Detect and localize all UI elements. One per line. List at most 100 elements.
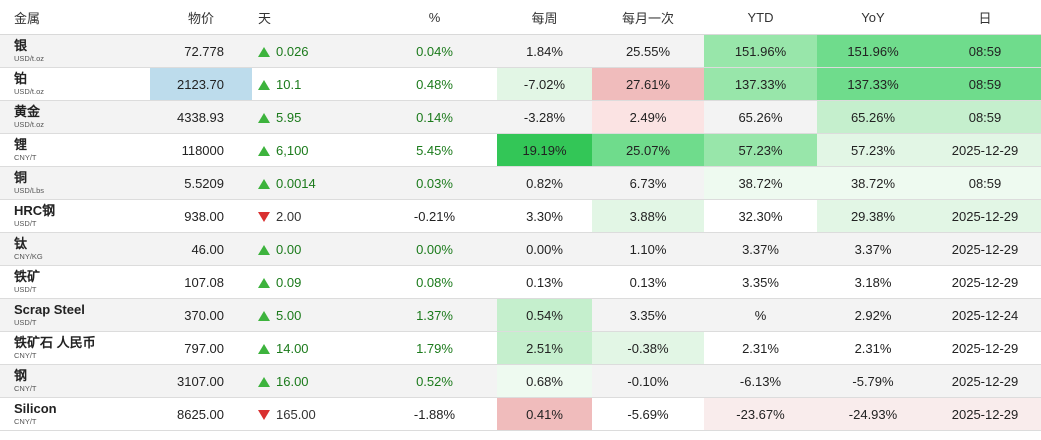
pct-cell: 0.14% xyxy=(372,100,497,134)
metal-name[interactable]: HRC钢 xyxy=(14,203,56,219)
day-change-value: 16.00 xyxy=(276,373,309,389)
weekly-cell: 19.19% xyxy=(497,133,592,167)
day-change-value: 0.09 xyxy=(276,274,302,290)
metal-cell: Silicon CNY/T xyxy=(0,397,150,431)
monthly-cell: -5.69% xyxy=(592,397,704,431)
price-cell: 3107.00 xyxy=(150,364,252,398)
ytd-cell: 38.72% xyxy=(704,166,817,200)
metal-name[interactable]: 铂 xyxy=(14,71,28,87)
header-weekly[interactable]: 每周 xyxy=(497,0,592,35)
day-change-cell: 5.95 xyxy=(252,100,372,134)
metal-cell: 钢 CNY/T xyxy=(0,364,150,398)
yoy-cell: 3.18% xyxy=(817,265,929,299)
arrow-down-icon xyxy=(258,211,270,222)
metal-unit: USD/Lbs xyxy=(14,186,45,196)
yoy-cell: -5.79% xyxy=(817,364,929,398)
arrow-up-icon xyxy=(258,112,270,123)
yoy-cell: 38.72% xyxy=(817,166,929,200)
table-row[interactable]: 钢 CNY/T 3107.00 16.00 0.52% 0.68% -0.10% -6.13%… xyxy=(0,364,1041,398)
pct-cell: 0.04% xyxy=(372,34,497,68)
arrow-up-icon xyxy=(258,79,270,90)
header-metal[interactable]: 金属 xyxy=(0,0,150,35)
pct-cell: -1.88% xyxy=(372,397,497,431)
pct-cell: -0.21% xyxy=(372,199,497,233)
arrow-up-icon xyxy=(258,46,270,57)
metal-cell: 铜 USD/Lbs xyxy=(0,166,150,200)
day-change-cell: 0.00 xyxy=(252,232,372,266)
pct-cell: 0.48% xyxy=(372,67,497,101)
day-change-value: 0.026 xyxy=(276,43,309,59)
monthly-cell: 3.88% xyxy=(592,199,704,233)
weekly-cell: 0.00% xyxy=(497,232,592,266)
date-cell: 08:59 xyxy=(929,100,1041,134)
metal-name[interactable]: 钢 xyxy=(14,368,28,384)
header-price[interactable]: 物价 xyxy=(150,0,252,35)
metal-name[interactable]: 银 xyxy=(14,38,28,54)
table-row[interactable]: 铜 USD/Lbs 5.5209 0.0014 0.03% 0.82% 6.73% 38.72… xyxy=(0,166,1041,200)
price-cell: 118000 xyxy=(150,133,252,167)
header-ytd[interactable]: YTD xyxy=(704,0,817,35)
price-cell: 46.00 xyxy=(150,232,252,266)
price-cell: 72.778 xyxy=(150,34,252,68)
header-day[interactable]: 天 xyxy=(252,0,372,35)
metal-name[interactable]: Silicon xyxy=(14,401,57,417)
metal-name[interactable]: 铜 xyxy=(14,170,28,186)
metal-name[interactable]: 黄金 xyxy=(14,104,41,120)
table-row[interactable]: 锂 CNY/T 118000 6,100 5.45% 19.19% 25.07% 57.23%… xyxy=(0,133,1041,167)
ytd-cell: 3.35% xyxy=(704,265,817,299)
yoy-cell: -24.93% xyxy=(817,397,929,431)
table-row[interactable]: Scrap Steel USD/T 370.00 5.00 1.37% 0.54% 3.35… xyxy=(0,298,1041,332)
metal-cell: 锂 CNY/T xyxy=(0,133,150,167)
weekly-cell: 0.13% xyxy=(497,265,592,299)
commodities-table: 金属 物价 天 % 每周 每月一次 YTD YoY 日 银 USD/t.oz 72.… xyxy=(0,0,1041,431)
metal-cell: Scrap Steel USD/T xyxy=(0,298,150,332)
arrow-up-icon xyxy=(258,244,270,255)
day-change-value: 0.00 xyxy=(276,241,302,257)
table-row[interactable]: 黄金 USD/t.oz 4338.93 5.95 0.14% -3.28% 2.49% 65.… xyxy=(0,100,1041,134)
table-row[interactable]: 铂 USD/t.oz 2123.70 10.1 0.48% -7.02% 27.61% 137… xyxy=(0,67,1041,101)
monthly-cell: 25.07% xyxy=(592,133,704,167)
metal-cell: 铁矿 USD/T xyxy=(0,265,150,299)
table-row[interactable]: Silicon CNY/T 8625.00 165.00 -1.88% 0.41% -5.6… xyxy=(0,397,1041,431)
metal-cell: 铁矿石 人民币 CNY/T xyxy=(0,331,150,365)
metal-unit: USD/t.oz xyxy=(14,120,45,130)
date-cell: 2025-12-29 xyxy=(929,331,1041,365)
yoy-cell: 65.26% xyxy=(817,100,929,134)
metal-unit: USD/T xyxy=(14,285,37,295)
header-date[interactable]: 日 xyxy=(929,0,1041,35)
day-change-cell: 14.00 xyxy=(252,331,372,365)
header-percent[interactable]: % xyxy=(372,0,497,35)
table-row[interactable]: 铁矿石 人民币 CNY/T 797.00 14.00 1.79% 2.51% -0.38% 2… xyxy=(0,331,1041,365)
day-change-value: 5.95 xyxy=(276,109,302,125)
table-row[interactable]: 铁矿 USD/T 107.08 0.09 0.08% 0.13% 0.13% 3.35% 3.1… xyxy=(0,265,1041,299)
date-cell: 2025-12-29 xyxy=(929,265,1041,299)
monthly-cell: 0.13% xyxy=(592,265,704,299)
weekly-cell: 3.30% xyxy=(497,199,592,233)
ytd-cell: 3.37% xyxy=(704,232,817,266)
day-change-value: 2.00 xyxy=(276,208,302,224)
ytd-cell: 32.30% xyxy=(704,199,817,233)
metal-unit: USD/T xyxy=(14,219,37,229)
weekly-cell: -7.02% xyxy=(497,67,592,101)
monthly-cell: -0.38% xyxy=(592,331,704,365)
metal-name[interactable]: 锂 xyxy=(14,137,28,153)
metal-cell: 黄金 USD/t.oz xyxy=(0,100,150,134)
price-cell: 938.00 xyxy=(150,199,252,233)
header-monthly[interactable]: 每月一次 xyxy=(592,0,704,35)
arrow-up-icon xyxy=(258,376,270,387)
table-row[interactable]: 钛 CNY/KG 46.00 0.00 0.00% 0.00% 1.10% 3.37% 3.37… xyxy=(0,232,1041,266)
date-cell: 2025-12-29 xyxy=(929,199,1041,233)
metal-name[interactable]: 铁矿 xyxy=(14,269,41,285)
table-row[interactable]: HRC钢 USD/T 938.00 2.00 -0.21% 3.30% 3.88% 32.30… xyxy=(0,199,1041,233)
metal-unit: USD/T xyxy=(14,318,37,328)
metal-name[interactable]: 钛 xyxy=(14,236,28,252)
metal-name[interactable]: Scrap Steel xyxy=(14,302,85,318)
day-change-cell: 10.1 xyxy=(252,67,372,101)
metal-name[interactable]: 铁矿石 人民币 xyxy=(14,335,96,351)
metal-unit: CNY/T xyxy=(14,384,37,394)
monthly-cell: 25.55% xyxy=(592,34,704,68)
table-row[interactable]: 银 USD/t.oz 72.778 0.026 0.04% 1.84% 25.55% 151.… xyxy=(0,34,1041,68)
day-change-value: 165.00 xyxy=(276,406,316,422)
table-body: 银 USD/t.oz 72.778 0.026 0.04% 1.84% 25.55% 151.… xyxy=(0,34,1041,431)
header-yoy[interactable]: YoY xyxy=(817,0,929,35)
